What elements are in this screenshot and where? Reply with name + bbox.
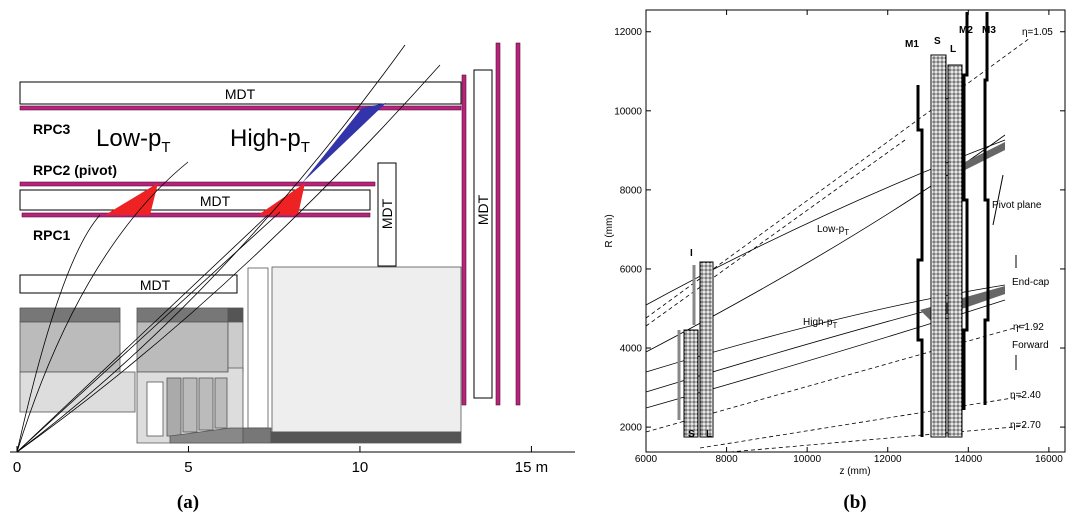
caption: (a) — [177, 492, 199, 513]
station-label: M3 — [982, 25, 996, 36]
eta-line — [646, 140, 905, 326]
label-subscript: T — [832, 321, 837, 330]
eta-label: η=1.92 — [1013, 322, 1044, 333]
tgc-chamber — [496, 43, 500, 405]
y-tick-label: 12000 — [614, 27, 642, 38]
eta-label: η=2.40 — [1010, 390, 1041, 401]
y-tick-label: 2000 — [620, 423, 643, 434]
y-tick-label: 4000 — [620, 344, 643, 355]
x-tick-label: 0 — [13, 459, 21, 476]
y-tick-label: 8000 — [620, 185, 643, 196]
eta-label: η=2.70 — [1010, 420, 1041, 431]
tgc-chamber — [516, 43, 520, 405]
rpc-label: RPC3 — [33, 121, 71, 137]
station-chamber — [684, 330, 698, 437]
mdt-label: MDT — [475, 194, 491, 225]
station-chamber — [931, 55, 946, 437]
figure: MDT MDT MDT MDT MDT RPC3 RPC2 (pivot) RP… — [0, 0, 1072, 519]
station-chamber — [964, 12, 967, 410]
station-chamber — [918, 85, 922, 437]
x-tick-label: 16000 — [1035, 454, 1063, 465]
rpc-chamber — [22, 213, 370, 217]
station-label: S — [688, 429, 695, 440]
high-pt-label: High-pT — [230, 125, 310, 156]
label-subscript: T — [161, 139, 170, 156]
label-text: Low-p — [817, 224, 845, 235]
rpc-label: RPC2 (pivot) — [33, 162, 117, 178]
y-axis-label: R (mm) — [604, 214, 615, 247]
x-tick-label: 10000 — [793, 454, 821, 465]
x-tick-label: 6000 — [635, 454, 658, 465]
station-chamber — [700, 262, 713, 437]
forward-label: Forward — [1012, 340, 1049, 351]
high-pt-cone — [302, 103, 386, 183]
label-subscript: T — [301, 139, 310, 156]
station-label: I — [690, 248, 693, 259]
x-tick-label: 12000 — [874, 454, 902, 465]
x-tick-label: 10 — [352, 459, 369, 476]
panel-b: 6000 8000 10000 12000 14000 16000 2000 4000 6000… — [604, 10, 1065, 513]
high-pt-label: High-pT — [803, 317, 837, 330]
y-tick-label: 10000 — [614, 106, 642, 117]
mdt-label: MDT — [379, 198, 395, 229]
station-label: S — [934, 36, 941, 47]
low-pt-label: Low-pT — [817, 224, 849, 237]
eta-label: η=1.05 — [1022, 27, 1053, 38]
mdt-chamber — [20, 190, 370, 210]
panel-a: MDT MDT MDT MDT MDT RPC3 RPC2 (pivot) RP… — [10, 43, 575, 513]
station-label: L — [950, 44, 956, 55]
label-text: Low-p — [96, 125, 161, 152]
station-label: M1 — [905, 39, 919, 50]
rpc-label: RPC1 — [33, 227, 71, 243]
x-tick-label: 5 — [184, 459, 192, 476]
station-chamber — [948, 65, 962, 437]
tgc-chamber — [462, 75, 466, 405]
mdt-label: MDT — [225, 86, 256, 102]
station-label: L — [706, 429, 712, 440]
x-tick-label: 15 m — [515, 459, 548, 476]
x-tick-label: 8000 — [715, 454, 738, 465]
axes: 6000 8000 10000 12000 14000 16000 2000 4000 6000… — [614, 10, 1065, 465]
low-pt-label: Low-pT — [96, 125, 171, 156]
station-chamber — [985, 12, 988, 405]
label-subscript: T — [844, 228, 849, 237]
mdt-label: MDT — [140, 277, 171, 293]
mdt-chamber — [474, 70, 492, 398]
end-cap-label: End-cap — [1012, 277, 1050, 288]
rpc-chamber — [20, 182, 375, 186]
pivot-plane-label: Pivot plane — [992, 200, 1042, 211]
rpc-chamber — [20, 106, 461, 110]
eta-line — [730, 426, 1025, 452]
mdt-chamber — [20, 275, 237, 293]
label-text: High-p — [230, 125, 301, 152]
x-axis-label: z (mm) — [839, 466, 870, 477]
label-text: High-p — [803, 317, 833, 328]
x-tick-label: 14000 — [954, 454, 982, 465]
x-axis: 0 5 10 15 m — [13, 446, 548, 476]
caption: (b) — [843, 492, 866, 513]
station-label: M2 — [959, 25, 973, 36]
mdt-label: MDT — [200, 193, 231, 209]
y-tick-label: 6000 — [620, 264, 643, 275]
